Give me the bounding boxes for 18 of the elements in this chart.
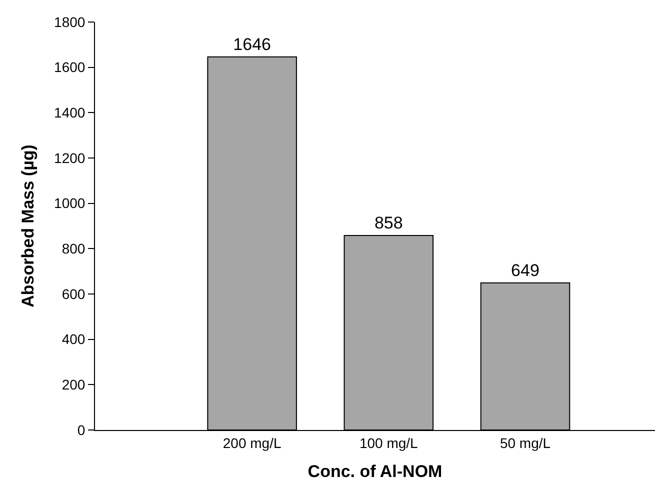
x-tick-label: 200 mg/L (222, 434, 282, 451)
y-tick-label: 0 (77, 422, 86, 438)
data-label: 858 (374, 214, 403, 233)
y-tick-label: 200 (62, 376, 86, 393)
x-tick-label: 50 mg/L (500, 434, 551, 451)
y-tick-label: 1200 (54, 150, 86, 166)
y-tick-label: 600 (62, 286, 86, 302)
data-label: 1646 (233, 34, 271, 54)
x-axis-title: Conc. of Al-NOM (308, 462, 442, 482)
y-tick-label: 800 (62, 240, 86, 257)
y-tick-label: 400 (62, 331, 86, 348)
y-axis-title: Absorbed Mass (µg) (18, 144, 38, 308)
data-label: 649 (511, 260, 540, 280)
x-tick-label: 100 mg/L (359, 434, 418, 451)
y-tick-label: 1800 (54, 14, 86, 30)
y-tick-label: 1600 (54, 59, 86, 76)
y-tick-label: 1400 (54, 104, 86, 121)
y-tick-label: 1000 (54, 195, 86, 212)
